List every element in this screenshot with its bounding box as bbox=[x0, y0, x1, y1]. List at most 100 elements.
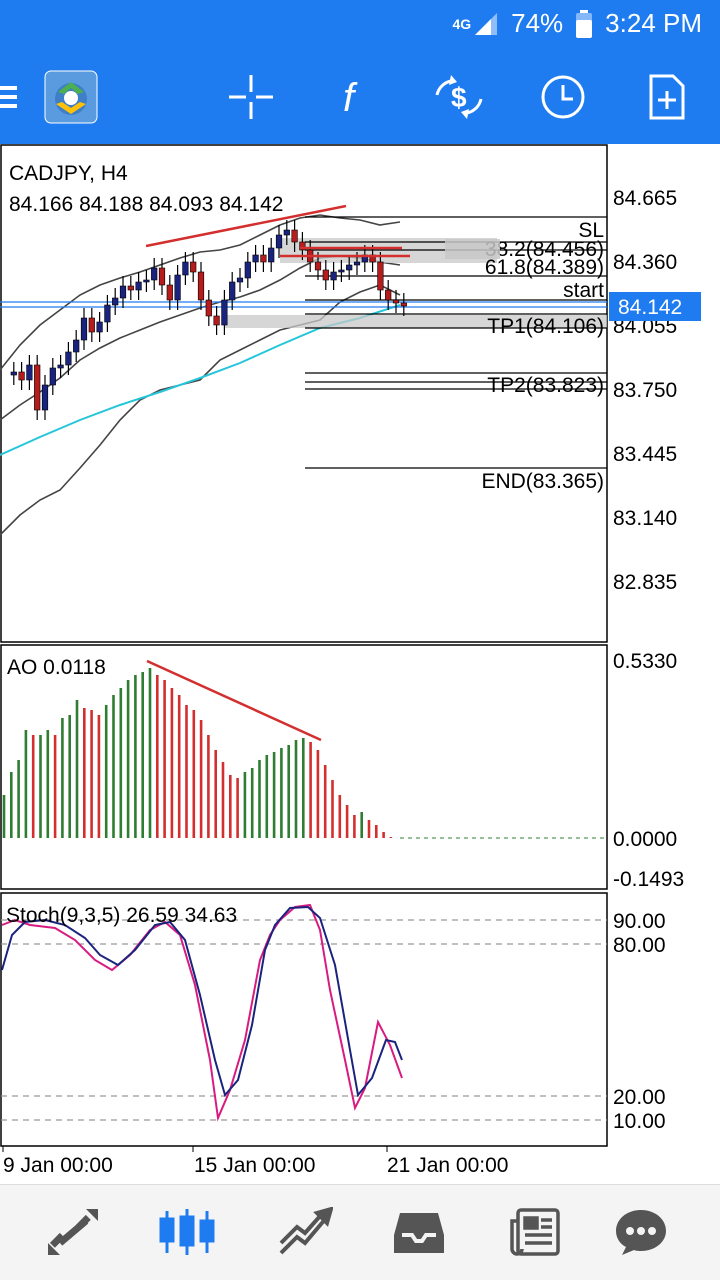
chart-area[interactable]: CADJPY, H4 84.166 84.188 84.093 84.142 S… bbox=[0, 144, 720, 1184]
messages-icon[interactable] bbox=[604, 1197, 678, 1267]
candle-body bbox=[392, 299, 400, 304]
candle-body bbox=[182, 261, 189, 276]
stoch-scale-label: 90.00 bbox=[613, 910, 666, 933]
candle-body bbox=[26, 364, 33, 381]
app-logo-icon[interactable] bbox=[36, 60, 106, 134]
candle-body bbox=[213, 315, 220, 326]
trade-icon[interactable] bbox=[268, 1197, 342, 1267]
main-chart[interactable]: CADJPY, H4 84.166 84.188 84.093 84.142 S… bbox=[0, 162, 701, 594]
candle-body bbox=[88, 317, 95, 333]
start-label: start bbox=[563, 279, 604, 302]
candle-body bbox=[49, 367, 56, 386]
candle-body bbox=[346, 264, 353, 271]
ao-divergence-line bbox=[146, 659, 322, 742]
toolbar: f $ bbox=[0, 50, 720, 144]
candle-body bbox=[151, 267, 158, 281]
candle-body bbox=[127, 285, 134, 291]
candle-body bbox=[34, 364, 41, 411]
ao-scale-label: 0.0000 bbox=[613, 828, 677, 851]
svg-text:f: f bbox=[343, 76, 358, 120]
candle-body bbox=[73, 339, 80, 353]
price-label: 82.835 bbox=[613, 571, 677, 594]
symbol-timeframe: CADJPY, H4 bbox=[9, 162, 128, 185]
candle-body bbox=[158, 267, 166, 286]
candle-body bbox=[119, 285, 127, 299]
price-divergence-line bbox=[145, 204, 347, 248]
candle-body bbox=[41, 384, 49, 411]
history-icon[interactable] bbox=[382, 1197, 456, 1267]
candle-body bbox=[57, 364, 64, 369]
new-order-icon[interactable] bbox=[632, 60, 702, 134]
battery-icon bbox=[576, 9, 593, 38]
network-type: 4G bbox=[452, 15, 472, 32]
candle-body bbox=[385, 289, 392, 301]
stoch-main-line bbox=[1, 905, 403, 1098]
current-price-value: 84.142 bbox=[618, 296, 682, 319]
candle-body bbox=[299, 241, 306, 251]
candle-body bbox=[96, 321, 103, 333]
ao-label: AO 0.0118 bbox=[7, 656, 106, 679]
candle-body bbox=[104, 304, 111, 323]
tp2-label: TP2(83.823) bbox=[487, 374, 604, 397]
end-label: END(83.365) bbox=[481, 470, 604, 493]
ao-scale-label: -0.1493 bbox=[613, 868, 684, 891]
menu-icon[interactable] bbox=[0, 60, 28, 134]
candle-body bbox=[283, 229, 290, 236]
stoch-scale-label: 10.00 bbox=[613, 1110, 666, 1133]
ao-histogram bbox=[2, 668, 393, 838]
function-icon[interactable]: f bbox=[320, 60, 390, 134]
price-label: 84.665 bbox=[613, 187, 677, 210]
signal-icon bbox=[475, 12, 498, 35]
symbol-swap-icon[interactable]: $ bbox=[424, 60, 494, 134]
current-price-badge bbox=[609, 292, 701, 321]
candle-body bbox=[353, 261, 361, 266]
time-label: 9 Jan 00:00 bbox=[3, 1154, 113, 1177]
candle-body bbox=[236, 277, 244, 283]
crosshair-icon[interactable] bbox=[216, 60, 286, 134]
candle-body bbox=[190, 261, 197, 273]
price-label: 84.360 bbox=[613, 251, 677, 274]
price-label: 83.445 bbox=[613, 443, 677, 466]
candle-body bbox=[18, 371, 25, 381]
candle-body bbox=[338, 269, 345, 273]
candle-body bbox=[252, 254, 259, 263]
ao-panel[interactable]: AO 0.0118 0.5330 0.0000 -0.1493 bbox=[2, 650, 684, 891]
stoch-label: Stoch(9,3,5) 26.59 34.63 bbox=[6, 904, 237, 927]
fib-618-label: 61.8(84.389) bbox=[485, 256, 604, 279]
candle-body bbox=[229, 281, 236, 301]
fib-382-label: 38.2(84.456) bbox=[485, 238, 604, 261]
stoch-scale-label: 80.00 bbox=[613, 934, 666, 957]
ohlc-values: 84.166 84.188 84.093 84.142 bbox=[9, 193, 283, 216]
status-bar: 4G 74% 3:24 PM bbox=[0, 0, 720, 50]
quotes-icon[interactable] bbox=[36, 1197, 110, 1267]
current-price-lines bbox=[0, 301, 607, 308]
candle-body bbox=[291, 229, 298, 243]
candle-body bbox=[197, 271, 205, 301]
candle-body bbox=[174, 274, 181, 301]
candle-body bbox=[268, 247, 275, 263]
network-icon: 4G bbox=[452, 11, 499, 37]
stoch-levels bbox=[1, 919, 607, 1121]
battery-text: 74% bbox=[511, 8, 564, 38]
bottom-nav bbox=[0, 1184, 720, 1280]
candlesticks bbox=[10, 220, 407, 420]
candle-body bbox=[322, 269, 329, 281]
news-icon[interactable] bbox=[498, 1197, 572, 1267]
chart-icon[interactable] bbox=[150, 1197, 224, 1267]
price-axis: 84.665 84.360 84.055 83.750 83.445 83.14… bbox=[613, 187, 677, 594]
sl-label: SL bbox=[578, 219, 604, 242]
candle-body bbox=[166, 284, 173, 301]
stoch-panel[interactable]: Stoch(9,3,5) 26.59 34.63 90.00 80.00 20.… bbox=[1, 903, 666, 1133]
main-chart-frame bbox=[0, 144, 608, 643]
ao-scale-label: 0.5330 bbox=[613, 650, 677, 673]
time-axis: 9 Jan 00:00 15 Jan 00:00 21 Jan 00:00 bbox=[2, 1146, 508, 1177]
candle-body bbox=[400, 302, 407, 307]
candle-body bbox=[221, 299, 228, 326]
price-label: 83.140 bbox=[613, 507, 677, 530]
timeframe-clock-icon[interactable] bbox=[528, 60, 598, 134]
time-label: 21 Jan 00:00 bbox=[387, 1154, 508, 1177]
price-label: 83.750 bbox=[613, 379, 677, 402]
candle-body bbox=[260, 254, 267, 263]
candle-body bbox=[135, 281, 142, 291]
tp1-label: TP1(84.106) bbox=[487, 315, 604, 338]
